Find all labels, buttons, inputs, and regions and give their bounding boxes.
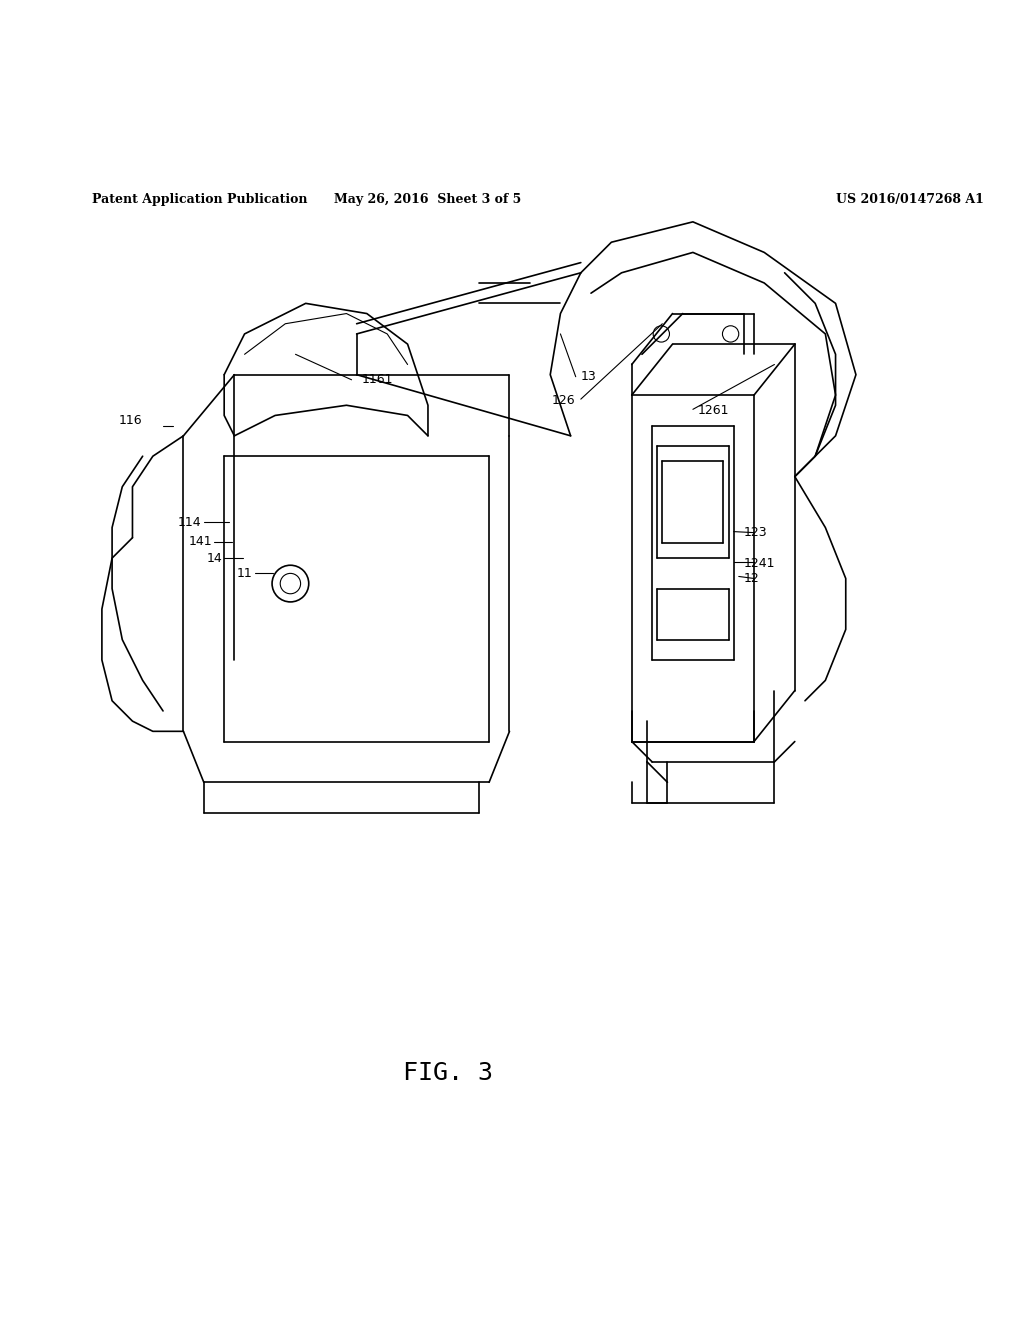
Text: 11: 11 — [237, 566, 253, 579]
Text: 123: 123 — [743, 527, 767, 539]
Text: 13: 13 — [581, 370, 597, 383]
Text: 114: 114 — [178, 516, 202, 529]
Text: 141: 141 — [188, 536, 212, 548]
Text: FIG. 3: FIG. 3 — [403, 1061, 494, 1085]
Text: 12: 12 — [743, 572, 760, 585]
Text: US 2016/0147268 A1: US 2016/0147268 A1 — [836, 193, 983, 206]
Text: 126: 126 — [552, 393, 575, 407]
Text: 1161: 1161 — [361, 374, 393, 387]
Text: Patent Application Publication: Patent Application Publication — [92, 193, 307, 206]
Text: 1241: 1241 — [743, 557, 775, 570]
Text: 116: 116 — [119, 414, 142, 428]
Text: May 26, 2016  Sheet 3 of 5: May 26, 2016 Sheet 3 of 5 — [335, 193, 521, 206]
Text: 14: 14 — [207, 552, 222, 565]
Text: 1261: 1261 — [698, 404, 729, 417]
